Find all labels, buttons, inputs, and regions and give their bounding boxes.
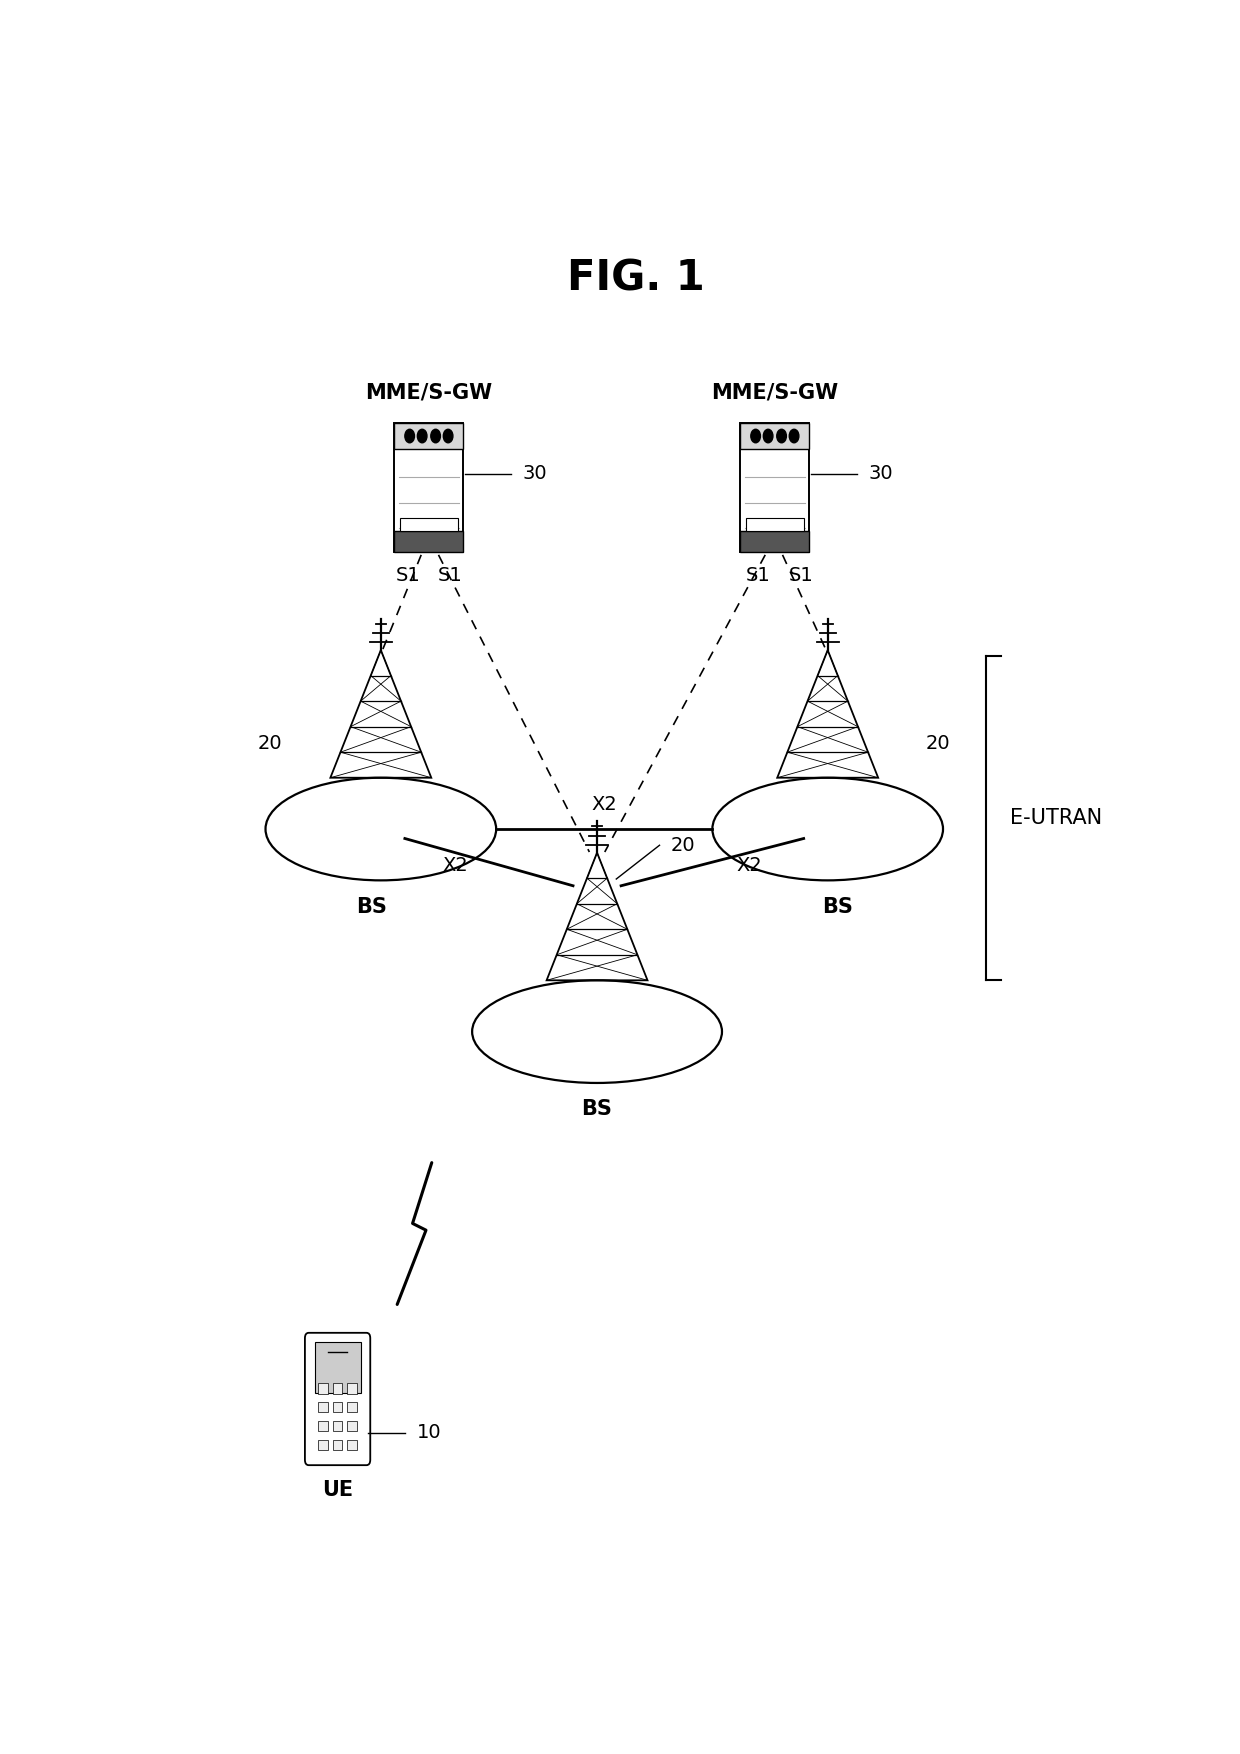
Bar: [394, 423, 464, 449]
Text: S1: S1: [396, 565, 420, 584]
Bar: [315, 1342, 361, 1393]
Text: 30: 30: [522, 465, 547, 484]
Bar: [347, 1382, 357, 1394]
Text: 20: 20: [671, 835, 696, 854]
Text: BS: BS: [356, 896, 387, 917]
FancyBboxPatch shape: [740, 423, 810, 551]
Text: 20: 20: [926, 735, 951, 754]
Text: X2: X2: [443, 856, 469, 875]
Text: 30: 30: [868, 465, 893, 484]
Circle shape: [790, 430, 799, 442]
Bar: [347, 1401, 357, 1412]
Text: E-UTRAN: E-UTRAN: [1011, 809, 1102, 828]
Text: FIG. 1: FIG. 1: [567, 258, 704, 298]
Bar: [746, 517, 804, 531]
Circle shape: [430, 430, 440, 442]
Text: S1: S1: [746, 565, 771, 584]
Text: MME/S-GW: MME/S-GW: [366, 382, 492, 402]
Text: BS: BS: [822, 896, 853, 917]
Text: MME/S-GW: MME/S-GW: [712, 382, 838, 402]
Bar: [332, 1401, 342, 1412]
FancyBboxPatch shape: [394, 423, 464, 551]
Text: UE: UE: [322, 1480, 353, 1500]
Text: 20: 20: [258, 735, 283, 754]
Bar: [319, 1382, 327, 1394]
Bar: [401, 517, 458, 531]
FancyBboxPatch shape: [305, 1333, 371, 1465]
Circle shape: [444, 430, 453, 442]
Text: 10: 10: [417, 1422, 441, 1442]
Bar: [332, 1440, 342, 1451]
Text: X2: X2: [591, 795, 618, 814]
Text: S1: S1: [789, 565, 813, 584]
Text: BS: BS: [582, 1100, 613, 1119]
Bar: [319, 1401, 327, 1412]
Bar: [394, 531, 464, 551]
Circle shape: [751, 430, 760, 442]
Text: X2: X2: [737, 856, 761, 875]
Circle shape: [764, 430, 773, 442]
Bar: [319, 1440, 327, 1451]
Circle shape: [776, 430, 786, 442]
Bar: [319, 1421, 327, 1431]
Circle shape: [418, 430, 427, 442]
Bar: [347, 1421, 357, 1431]
Text: S1: S1: [438, 565, 463, 584]
Circle shape: [404, 430, 414, 442]
Bar: [740, 423, 810, 449]
Bar: [740, 531, 810, 551]
Bar: [332, 1421, 342, 1431]
Bar: [332, 1382, 342, 1394]
Bar: [347, 1440, 357, 1451]
